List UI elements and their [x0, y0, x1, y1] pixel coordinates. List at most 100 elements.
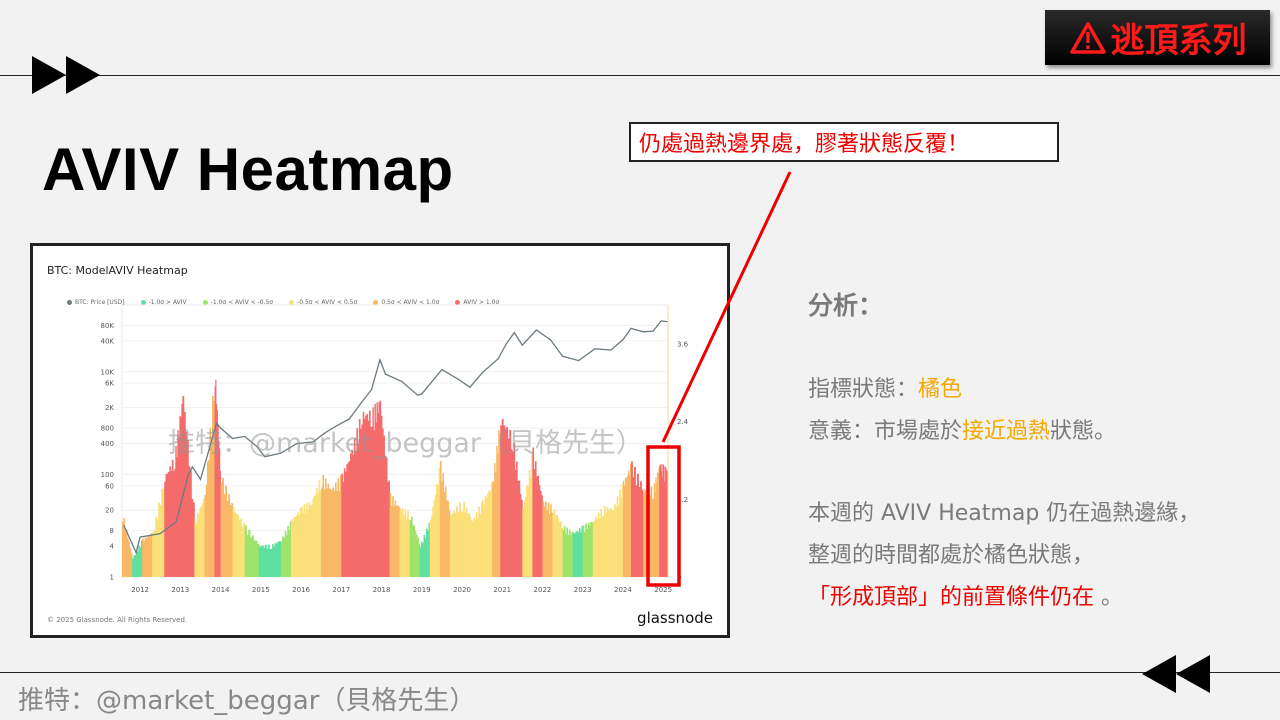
aviv-bar — [365, 415, 367, 577]
legend-label: -0.5σ < AVIV < 0.5σ — [297, 299, 358, 306]
aviv-bar — [250, 537, 253, 577]
aviv-bar — [229, 504, 232, 577]
aviv-bar — [409, 520, 412, 577]
legend-item[interactable]: 0.5σ < AVIV < 1.0σ — [373, 299, 439, 306]
aviv-bar — [222, 477, 224, 577]
aviv-bar — [492, 481, 494, 577]
aviv-bar — [537, 475, 540, 577]
aviv-bar — [524, 496, 527, 577]
aviv-bar — [410, 516, 413, 577]
aviv-bar — [518, 480, 521, 577]
left-tick-label: 4 — [110, 543, 115, 551]
legend-item[interactable]: -0.5σ < AVIV < 0.5σ — [289, 299, 357, 306]
aviv-bar — [464, 512, 467, 577]
right-tick-label: 2.4 — [677, 418, 689, 426]
legend-item[interactable]: -1.0σ > AVIV — [140, 299, 187, 306]
legend-item[interactable]: BTC: Price [USD] — [67, 299, 125, 306]
aviv-bar — [214, 386, 216, 577]
aviv-bar — [558, 521, 561, 577]
price-point — [457, 378, 459, 380]
chart-title: BTC: ModelAVIV Heatmap — [47, 264, 188, 277]
price-point — [370, 388, 373, 391]
aviv-bar — [431, 516, 433, 577]
x-tick-label: 2013 — [171, 586, 189, 594]
aviv-bar — [212, 395, 214, 577]
watermark-text: 推特：@market_beggar（貝格先生） — [168, 428, 643, 459]
aviv-bar — [216, 404, 218, 577]
aviv-bar — [215, 379, 217, 577]
aviv-bar — [414, 530, 417, 577]
aviv-bar — [607, 510, 610, 577]
x-tick-label: 2017 — [332, 586, 350, 594]
aviv-bar — [550, 504, 552, 577]
legend-dot-icon — [289, 300, 295, 305]
price-point — [135, 551, 137, 554]
aviv-bar — [623, 485, 626, 577]
aviv-bar — [419, 547, 422, 577]
top-divider — [0, 75, 1280, 76]
aviv-bar — [533, 469, 536, 577]
aviv-bar — [370, 426, 372, 577]
aviv-bar — [566, 527, 569, 577]
aviv-bar — [413, 525, 416, 577]
aviv-bar — [280, 540, 283, 577]
aviv-bar — [147, 536, 149, 577]
aviv-bar — [338, 491, 341, 577]
meaning-label: 意義：市場處於 — [808, 419, 963, 444]
aviv-bar — [145, 538, 148, 577]
aviv-bar — [441, 481, 443, 577]
aviv-bar — [604, 506, 606, 577]
price-point — [497, 358, 499, 360]
aviv-bar — [329, 489, 332, 577]
legend-dot-icon — [202, 300, 208, 305]
aviv-bar — [541, 495, 543, 577]
aviv-bar — [542, 501, 545, 577]
alert-text: 「形成頂部」的前置條件仍在 — [808, 585, 1095, 610]
aviv-bar — [177, 430, 179, 577]
aviv-bar — [605, 512, 607, 577]
aviv-bar — [195, 523, 198, 577]
aviv-bar — [634, 466, 636, 577]
aviv-bar — [469, 516, 472, 577]
aviv-bar — [601, 516, 604, 577]
aviv-bar — [223, 494, 226, 577]
aviv-bar — [436, 483, 438, 577]
aviv-bar — [156, 519, 159, 577]
aviv-bar — [628, 474, 631, 577]
aviv-bar — [179, 415, 181, 577]
aviv-bar — [235, 513, 238, 577]
aviv-bar — [196, 512, 199, 577]
aviv-bar — [479, 513, 482, 577]
legend-item[interactable]: AVIV > 1.0σ — [455, 299, 499, 306]
x-tick-label: 2019 — [413, 586, 431, 594]
aviv-bar — [200, 506, 203, 577]
series-badge: 逃頂系列 — [1045, 10, 1270, 65]
price-point — [481, 372, 483, 374]
aviv-bar — [514, 469, 517, 577]
status-line: 指標狀態：橘色 — [808, 369, 1200, 411]
aviv-bar — [382, 428, 384, 577]
aviv-bar — [297, 512, 299, 577]
aviv-bar — [433, 500, 436, 577]
aviv-bar — [384, 455, 387, 577]
aviv-bar — [328, 488, 331, 577]
legend-label: 0.5σ < AVIV < 1.0σ — [381, 299, 440, 306]
aviv-bar — [199, 507, 202, 577]
aviv-bar — [567, 534, 570, 577]
aviv-bar — [625, 477, 628, 577]
aviv-bar — [264, 544, 267, 577]
aviv-bar — [553, 509, 556, 577]
x-tick-label: 2014 — [212, 586, 230, 594]
aviv-bar — [251, 535, 254, 577]
aviv-bar — [582, 525, 585, 577]
left-tick-label: 80K — [101, 322, 115, 330]
aviv-bar — [432, 506, 434, 577]
aviv-bar — [465, 507, 468, 577]
legend-item[interactable]: -1.0σ < AVIV < -0.5σ — [202, 299, 273, 306]
aviv-bar — [526, 485, 528, 577]
aviv-bar — [379, 400, 382, 577]
aviv-bar — [321, 487, 323, 577]
page-title: AVIV Heatmap — [42, 136, 454, 203]
aviv-bar — [507, 438, 510, 577]
aviv-bar — [257, 543, 260, 577]
